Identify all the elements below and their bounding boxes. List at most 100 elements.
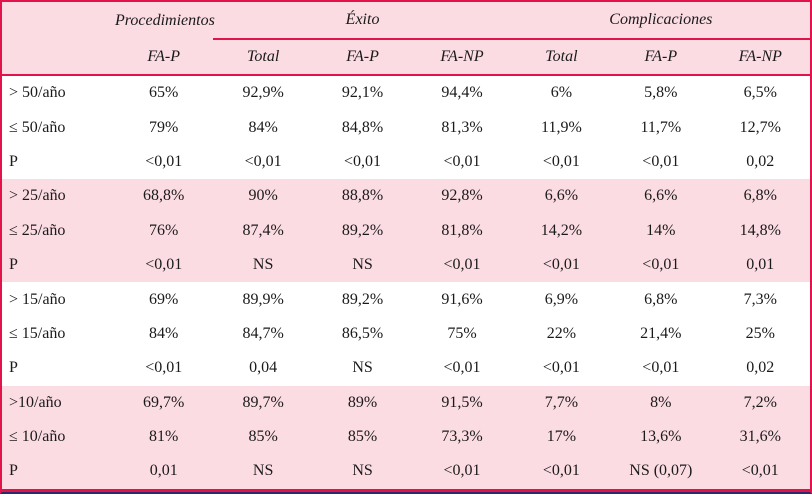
value-cell: 69%	[114, 282, 214, 317]
row-label-cell: ≤ 25/año	[2, 213, 114, 248]
value-cell: 81,3%	[412, 110, 512, 145]
subheader-fap-procedimientos: FA-P	[114, 39, 214, 76]
table-row: ≤ 10/año 81% 85% 85% 73,3% 17% 13,6% 31,6%	[2, 419, 810, 455]
value-cell: <0,01	[611, 247, 711, 283]
value-cell: 0,02	[710, 144, 810, 180]
value-cell: 90%	[213, 179, 313, 214]
value-cell: 85%	[312, 419, 413, 455]
value-cell: <0,01	[710, 454, 810, 492]
subheader-fap-complicaciones: FA-P	[611, 39, 711, 76]
value-cell: <0,01	[213, 144, 313, 180]
row-label-cell: P	[2, 454, 114, 492]
value-cell: 89,9%	[213, 282, 313, 317]
value-cell: 89%	[312, 385, 413, 420]
value-cell: NS	[312, 454, 413, 492]
value-cell: 91,5%	[412, 385, 512, 420]
value-cell: 25%	[710, 316, 810, 352]
value-cell: 84%	[213, 110, 313, 145]
subheader-fanp-complicaciones: FA-NP	[710, 39, 810, 76]
value-cell: 87,4%	[213, 213, 313, 248]
value-cell: 8%	[611, 385, 711, 420]
value-cell: 69,7%	[114, 385, 214, 420]
value-cell: <0,01	[611, 144, 711, 180]
value-cell: 6%	[511, 75, 612, 111]
value-cell: 92,1%	[312, 75, 413, 111]
value-cell: 21,4%	[611, 316, 711, 352]
value-cell: <0,01	[611, 351, 711, 386]
value-cell: 89,2%	[312, 213, 413, 248]
value-cell: 11,9%	[511, 110, 612, 145]
value-cell: 84%	[114, 316, 214, 352]
table-row: >10/año 69,7% 89,7% 89% 91,5% 7,7% 8% 7,2%	[2, 385, 810, 420]
value-cell: 81,8%	[412, 213, 512, 248]
value-cell: 89,7%	[213, 385, 313, 420]
value-cell: <0,01	[312, 144, 413, 180]
value-cell: 12,7%	[710, 110, 810, 145]
row-label-cell: ≤ 15/año	[2, 316, 114, 352]
value-cell: 86,5%	[312, 316, 413, 352]
row-label-cell: ≤ 10/año	[2, 419, 114, 455]
value-cell: 14,8%	[710, 213, 810, 248]
subheader-total-complicaciones: Total	[511, 39, 612, 76]
row-label-cell: P	[2, 351, 114, 386]
value-cell: 84,7%	[213, 316, 313, 352]
value-cell: <0,01	[114, 144, 214, 180]
row-label-cell: P	[2, 247, 114, 283]
row-label-cell: ≤ 50/año	[2, 110, 114, 145]
value-cell: <0,01	[114, 351, 214, 386]
value-cell: 92,8%	[412, 179, 512, 214]
header-empty-cell	[2, 2, 114, 39]
table-row: ≤ 25/año 76% 87,4% 89,2% 81,8% 14,2% 14% 14,8%	[2, 213, 810, 248]
table-row: P <0,01 NS NS <0,01 <0,01 <0,01 0,01	[2, 247, 810, 283]
table-row: P 0,01 NS NS <0,01 <0,01 NS (0,07) <0,01	[2, 454, 810, 492]
value-cell: 81%	[114, 419, 214, 455]
value-cell: 94,4%	[412, 75, 512, 111]
table-row: P <0,01 <0,01 <0,01 <0,01 <0,01 <0,01 0,02	[2, 144, 810, 180]
value-cell: 0,01	[114, 454, 214, 492]
table-row: P <0,01 0,04 NS <0,01 <0,01 <0,01 0,02	[2, 351, 810, 386]
value-cell: 6,6%	[511, 179, 612, 214]
header-complicaciones: Complicaciones	[511, 2, 810, 40]
value-cell: 88,8%	[312, 179, 413, 214]
value-cell: NS (0,07)	[611, 454, 711, 492]
row-label-cell: P	[2, 144, 114, 180]
value-cell: <0,01	[114, 247, 214, 283]
value-cell: 6,8%	[710, 179, 810, 214]
value-cell: 6,8%	[611, 282, 711, 317]
value-cell: 91,6%	[412, 282, 512, 317]
value-cell: <0,01	[511, 144, 612, 180]
value-cell: 22%	[511, 316, 612, 352]
value-cell: <0,01	[511, 351, 612, 386]
value-cell: 0,02	[710, 351, 810, 386]
subheader-fanp-exito: FA-NP	[412, 39, 512, 76]
table-row: > 15/año 69% 89,9% 89,2% 91,6% 6,9% 6,8% 7,3%	[2, 282, 810, 317]
value-cell: NS	[213, 247, 313, 283]
row-label-cell: >10/año	[2, 385, 114, 420]
header-sub-row: FA-P Total FA-P FA-NP Total FA-P FA-NP	[2, 39, 810, 76]
subheader-fap-exito: FA-P	[312, 39, 413, 76]
value-cell: <0,01	[412, 454, 512, 492]
value-cell: 14%	[611, 213, 711, 248]
value-cell: 0,04	[213, 351, 313, 386]
subheader-empty-cell	[2, 39, 114, 76]
value-cell: <0,01	[511, 247, 612, 283]
header-group-row: Procedimientos Éxito Complicaciones	[2, 2, 810, 40]
row-label-cell: > 25/año	[2, 179, 114, 214]
value-cell: 65%	[114, 75, 214, 111]
value-cell: <0,01	[511, 454, 612, 492]
value-cell: NS	[213, 454, 313, 492]
row-label-cell: > 50/año	[2, 75, 114, 111]
value-cell: 6,9%	[511, 282, 612, 317]
table-row: > 50/año 65% 92,9% 92,1% 94,4% 6% 5,8% 6,5%	[2, 75, 810, 111]
value-cell: 0,01	[710, 247, 810, 283]
subheader-total-exito: Total	[213, 39, 313, 76]
value-cell: NS	[312, 247, 413, 283]
value-cell: 31,6%	[710, 419, 810, 455]
value-cell: 76%	[114, 213, 214, 248]
value-cell: 6,5%	[710, 75, 810, 111]
value-cell: 73,3%	[412, 419, 512, 455]
value-cell: <0,01	[412, 144, 512, 180]
table-row: ≤ 15/año 84% 84,7% 86,5% 75% 22% 21,4% 25%	[2, 316, 810, 352]
value-cell: 11,7%	[611, 110, 711, 145]
